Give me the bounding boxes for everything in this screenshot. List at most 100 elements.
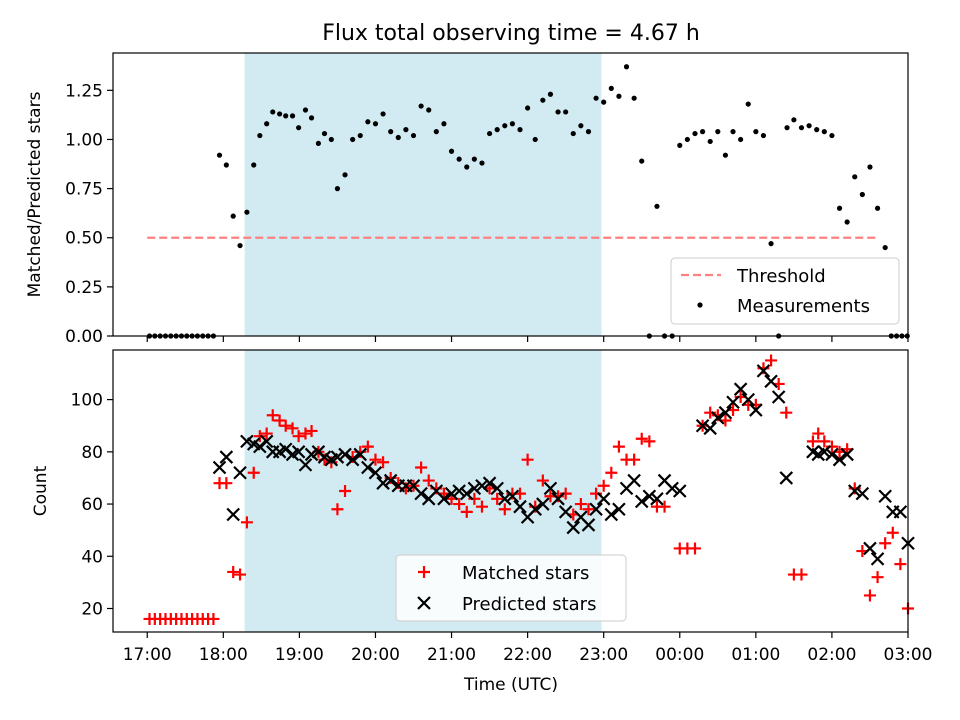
measurement-point [532, 136, 538, 143]
predicted-star-point [566, 520, 581, 535]
predicted-star-point [233, 465, 247, 480]
measurement-point [403, 127, 409, 133]
measurement-point [380, 111, 386, 117]
legend-matched-swatch [418, 566, 430, 578]
matched-star-point [806, 435, 819, 448]
predicted-star-point [368, 465, 383, 480]
measurement-point [244, 209, 250, 215]
measurement-point [784, 125, 790, 131]
figure-title: Flux total observing time = 4.67 h [322, 21, 700, 46]
measurement-point [216, 152, 223, 158]
measurement-point [302, 107, 309, 113]
legend-predicted-label: Predicted stars [462, 594, 596, 615]
predicted-star-point [581, 518, 596, 532]
measurement-point [471, 156, 477, 162]
matched-star-point [559, 487, 572, 500]
bottom-y-axis: 20 40 60 80 100 [71, 391, 113, 620]
predicted-star-point [893, 505, 908, 519]
matched-star-point [299, 427, 312, 440]
measurement-point [722, 152, 729, 158]
predicted-star-point [695, 418, 710, 433]
predicted-star-point [467, 481, 482, 496]
predicted-star-point [259, 434, 274, 449]
bottom-x-tick-label: 00:00 [655, 645, 704, 665]
measurement-point [342, 172, 348, 178]
matched-star-point [305, 424, 318, 437]
predicted-star-point [551, 492, 565, 506]
matched-star-point [643, 435, 656, 448]
measurement-point [692, 130, 698, 137]
matched-star-point [765, 354, 778, 367]
bottom-x-axis-label: Time (UTC) [463, 675, 558, 695]
observing-window-shade [244, 53, 602, 336]
matched-star-point [266, 409, 279, 422]
bottom-x-tick-label: 23:00 [579, 645, 628, 665]
predicted-star-point [226, 507, 240, 522]
matched-star-point [331, 503, 344, 516]
matched-star-point [253, 430, 266, 443]
matched-star-point [279, 419, 292, 432]
bottom-x-tick-label: 01:00 [731, 645, 780, 665]
bottom-x-tick-label: 21:00 [427, 645, 476, 665]
measurement-point [563, 109, 569, 115]
matched-star-point [422, 474, 435, 487]
measurement-point [479, 160, 485, 166]
matched-star-point [848, 482, 861, 495]
bottom-x-axis: 17:00 18:00 19:00 20:00 21:00 22:00 23:00 00:00… [123, 632, 933, 665]
bottom-x-tick-label: 18:00 [199, 645, 248, 665]
top-y-tick-label: 0.75 [65, 180, 103, 200]
predicted-star-point [353, 447, 368, 462]
measurement-point [623, 64, 630, 70]
bottom-legend: Matched stars Predicted stars [395, 554, 627, 622]
predicted-star-point [855, 486, 870, 501]
measurement-point [798, 125, 805, 131]
predicted-star-point [733, 382, 748, 396]
measurement-point [547, 91, 554, 97]
measurement-point [433, 129, 439, 135]
measurement-point [321, 130, 328, 137]
measurement-point [859, 191, 865, 198]
measurement-point [540, 97, 546, 103]
predicted-star-point [749, 403, 763, 417]
predicted-star-point [817, 445, 832, 459]
measurement-point [350, 136, 356, 143]
top-y-tick-label: 1.00 [65, 130, 103, 150]
predicted-star-point [383, 473, 398, 488]
predicted-star-point [212, 460, 227, 475]
measurement-point [874, 205, 881, 211]
predicted-star-point [756, 364, 771, 378]
measurement-point [509, 121, 516, 127]
predicted-star-point [444, 486, 459, 501]
measurement-point [464, 164, 470, 170]
predicted-star-point [482, 476, 497, 490]
bottom-y-tick-label: 40 [81, 547, 103, 567]
matched-star-point [468, 492, 481, 505]
bottom-x-tick-label: 02:00 [807, 645, 856, 665]
matched-star-point [825, 440, 838, 453]
matched-star-point [704, 406, 717, 419]
measurement-point [237, 242, 243, 249]
predicted-star-point [627, 473, 641, 488]
predicted-star-point [219, 450, 234, 464]
matched-star-point [863, 589, 876, 602]
matched-star-point [812, 427, 825, 440]
predicted-star-point [825, 447, 839, 462]
matched-star-point [879, 537, 892, 550]
measurement-point [448, 148, 455, 154]
predicted-star-point [589, 502, 603, 517]
matched-star-point [369, 453, 382, 466]
measurement-point [388, 129, 394, 135]
bottom-x-tick-label: 20:00 [351, 645, 400, 665]
bottom-y-axis-label: Count [31, 465, 51, 516]
measurement-point [699, 129, 706, 135]
bottom-legend-box [395, 554, 627, 622]
measurement-point [768, 241, 774, 247]
bottom-x-tick-label: 22:00 [503, 645, 552, 665]
measurement-point [270, 109, 276, 115]
matched-star-point [491, 492, 504, 505]
measurement-point [684, 136, 690, 143]
measurement-point [334, 186, 341, 192]
predicted-star-point [361, 460, 375, 475]
bottom-y-tick-label: 80 [81, 443, 103, 463]
predicted-star-point [278, 442, 293, 456]
